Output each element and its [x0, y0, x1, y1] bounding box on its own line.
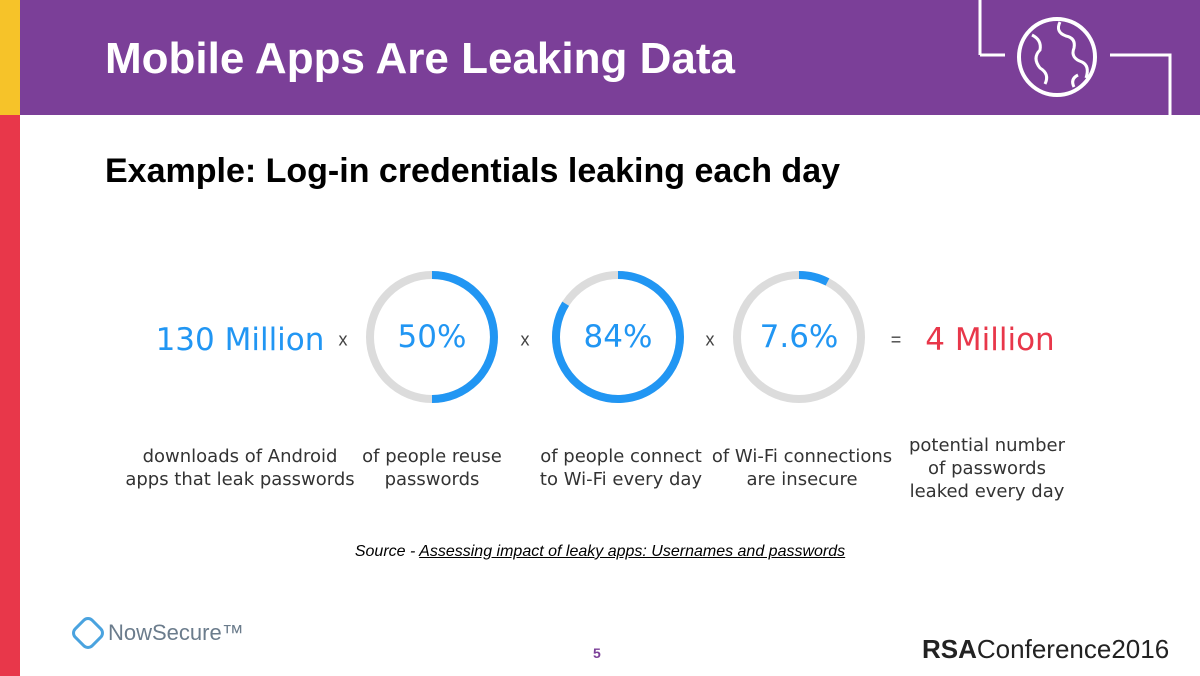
ring-label: 7.6% — [759, 319, 839, 355]
caption-line: leaked every day — [909, 481, 1065, 502]
caption-line: apps that leak passwords — [125, 469, 355, 490]
operator: x — [338, 329, 348, 350]
right-logo: RSAConference2016 — [922, 634, 1169, 665]
operator: = — [890, 329, 902, 350]
title: Mobile Apps Are Leaking Data — [105, 34, 735, 83]
caption-line: of people connect — [540, 446, 702, 467]
operator: x — [520, 329, 530, 350]
source-link[interactable]: Assessing impact of leaky apps: Username… — [419, 543, 846, 560]
caption-line: potential number — [908, 435, 1066, 456]
source: Source - Assessing impact of leaky apps:… — [0, 543, 1200, 561]
header-icon — [978, 0, 1172, 115]
source-prefix: Source - — [354, 543, 420, 560]
ring-label: 50% — [397, 319, 467, 355]
ring-arc — [798, 271, 830, 286]
caption: of Wi-Fi connections are insecure — [682, 445, 922, 491]
ring-arc — [552, 271, 684, 403]
left-logo: NowSecure™ — [108, 620, 244, 645]
caption: of people reuse passwords — [312, 445, 552, 491]
caption-line: of people reuse — [362, 446, 502, 467]
right-logo-bold: RSA — [922, 634, 977, 664]
caption: downloads of Android apps that leak passw… — [120, 445, 360, 491]
caption-line: of Wi-Fi connections — [711, 446, 893, 467]
right-logo-text: Conference2016 — [976, 634, 1170, 664]
caption-line: to Wi-Fi every day — [539, 469, 703, 490]
caption-line: of passwords — [928, 458, 1046, 479]
caption-line: are insecure — [746, 469, 858, 490]
result-value: 4 Million — [925, 322, 1055, 358]
caption-line: passwords — [384, 469, 480, 490]
ring-label: 84% — [583, 319, 653, 355]
caption-line: downloads of Android — [142, 446, 338, 467]
start-value: 130 Million — [155, 322, 325, 358]
accent-red — [0, 115, 20, 676]
operator: x — [705, 329, 715, 350]
nowsecure-icon — [72, 617, 104, 649]
accent-yellow — [0, 0, 20, 115]
ring-arc — [431, 271, 498, 403]
header-bar — [20, 0, 1200, 115]
subtitle: Example: Log-in credentials leaking each… — [105, 152, 841, 190]
page-number: 5 — [593, 645, 601, 661]
caption: potential number of passwords leaked every… — [867, 434, 1107, 503]
caption: of people connect to Wi-Fi every day — [501, 445, 741, 491]
